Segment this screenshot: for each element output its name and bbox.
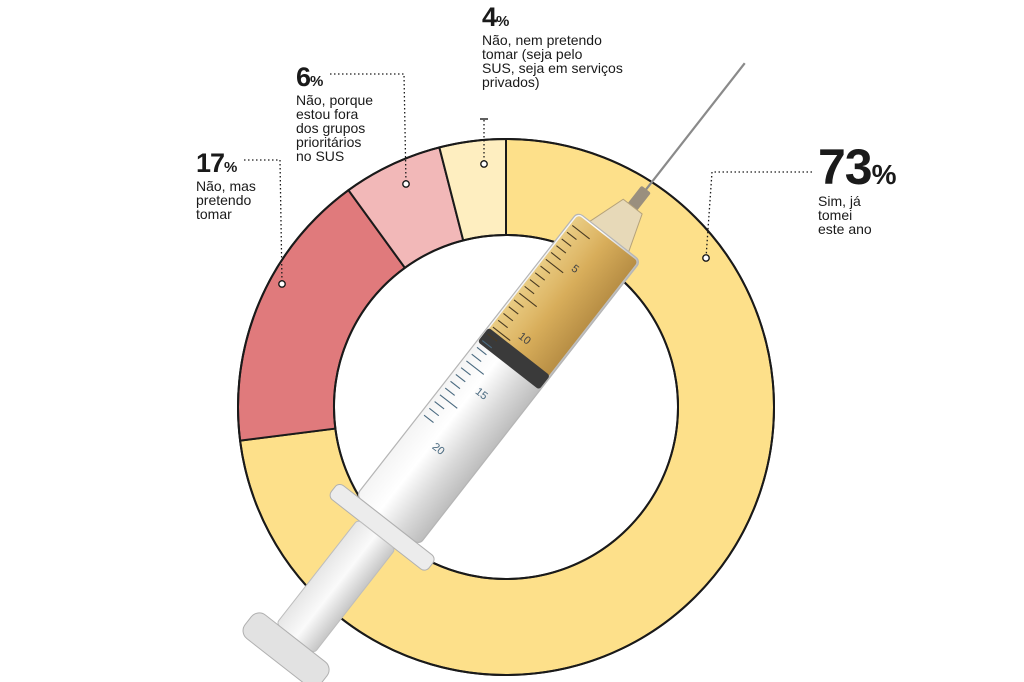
leader-73-marker	[702, 254, 710, 262]
desc-line: tomar	[196, 206, 232, 222]
scale-mark-15: 15	[473, 386, 490, 403]
scale-tick	[476, 346, 487, 356]
desc-line: SUS, seja em serviços	[482, 60, 623, 76]
scale-tick	[529, 279, 540, 288]
scale-tick	[513, 299, 524, 308]
scale-tick	[444, 387, 456, 396]
scale-tick	[429, 407, 440, 417]
scale-tick	[460, 367, 471, 376]
desc-line: Não, porque	[296, 92, 374, 108]
scale-tick	[519, 292, 538, 308]
scale-tick	[434, 401, 445, 410]
percent-17: 17	[196, 148, 225, 178]
desc-line: este ano	[818, 221, 872, 237]
leader-6	[330, 73, 407, 185]
label-4: 4% Não, nem pretendo tomar (seja pelo SU…	[482, 2, 623, 90]
leader-17-marker	[278, 280, 286, 288]
desc-line: prioritários	[296, 134, 362, 150]
label-6: 6% Não, porque estou fora dos grupos pri…	[296, 62, 373, 164]
scale-tick	[524, 285, 535, 295]
scale-tick	[492, 326, 511, 342]
scale-tick	[561, 238, 572, 247]
scale-tick	[450, 380, 461, 390]
desc-line: Sim, já	[818, 193, 861, 209]
syringe-liquid	[488, 216, 637, 377]
plunger-thumb-rest	[242, 612, 330, 682]
scale-tick	[540, 265, 551, 274]
scale-tick	[556, 245, 567, 254]
percent-sign: %	[310, 73, 324, 90]
scale-tick	[487, 333, 498, 342]
percent-6: 6	[296, 62, 311, 92]
desc-4: Não, nem pretendo tomar (seja pelo SUS, …	[482, 33, 623, 89]
desc-line: tomei	[818, 207, 853, 223]
leader-17	[244, 159, 283, 285]
scale-tick	[481, 340, 493, 349]
scale-mark-20: 20	[430, 441, 447, 458]
desc-line: estou fora	[296, 106, 359, 122]
percent-sign: %	[496, 13, 510, 30]
leader-6-marker	[402, 180, 410, 188]
desc-73: Sim, já tomei este ano	[818, 194, 897, 236]
syringe-illustration: 5 10 15 20	[242, 62, 746, 682]
desc-line: pretendo	[196, 192, 252, 208]
leader-4-marker	[480, 160, 488, 168]
scale-tick	[534, 272, 546, 281]
needle	[644, 62, 746, 192]
scale-mark-10: 10	[516, 330, 533, 347]
scale-tick	[466, 360, 485, 375]
scale-tick	[545, 258, 564, 274]
scale-tick	[497, 319, 508, 329]
scale-tick	[550, 252, 561, 261]
scale-tick	[571, 224, 590, 240]
donut-inner-rim	[333, 234, 679, 580]
percent-sign: %	[871, 159, 897, 190]
percent-4: 4	[482, 2, 497, 32]
donut-outer-rim	[237, 138, 775, 676]
label-17: 17% Não, mas pretendo tomar	[196, 148, 256, 222]
needle-hub	[627, 186, 651, 212]
label-73: 73% Sim, já tomei este ano	[818, 142, 897, 236]
percent-sign: %	[224, 159, 238, 176]
desc-line: Não, mas	[196, 178, 256, 194]
desc-6: Não, porque estou fora dos grupos priori…	[296, 93, 373, 163]
percent-73: 73	[818, 139, 873, 195]
scale-tick	[439, 394, 458, 409]
desc-line: dos grupos	[296, 120, 366, 136]
scale-tick	[566, 231, 577, 240]
scale-tick	[471, 353, 482, 362]
leader-73	[705, 171, 812, 259]
scale-tick	[423, 414, 434, 423]
scale-tick	[455, 374, 466, 383]
syringe-stopper	[478, 328, 549, 389]
desc-line: privados)	[482, 74, 540, 90]
leader-lines	[244, 73, 812, 288]
desc-17: Não, mas pretendo tomar	[196, 179, 256, 221]
desc-line: no SUS	[296, 148, 345, 164]
desc-line: tomar (seja pelo	[482, 46, 583, 62]
scale-tick	[503, 313, 514, 322]
desc-line: Não, nem pretendo	[482, 32, 602, 48]
scale-tick	[508, 306, 519, 315]
syringe-scale	[423, 224, 590, 423]
